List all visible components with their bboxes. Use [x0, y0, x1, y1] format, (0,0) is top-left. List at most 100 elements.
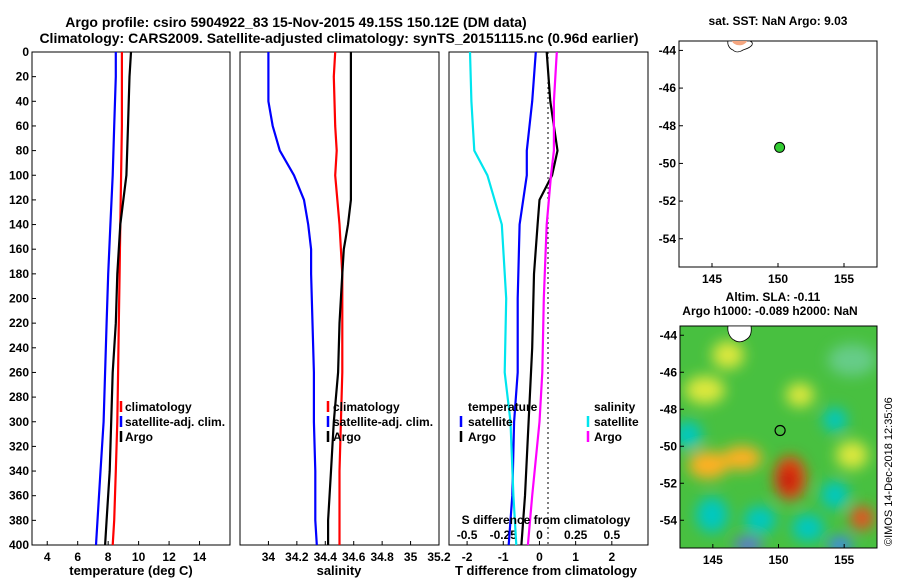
temperature-series [94, 51, 133, 546]
depth-axis: 0 20 40 60 80 100 120 140 160 180 200 220 240 260 280 3… [9, 45, 36, 552]
s-diff-tick-label: 0.25 [564, 528, 588, 542]
x-tick-label: 0 [536, 550, 543, 564]
x-tick-label: 34.2 [285, 550, 309, 564]
x-tick-label: -1 [498, 550, 509, 564]
x-tick-label: 8 [105, 550, 112, 564]
temperature-x-axis: 4 6 8 10 12 14 [44, 541, 207, 564]
x-tick-label: 14 [193, 550, 207, 564]
legend-label-s-satellite: satellite [594, 415, 639, 429]
x-tick-label: 12 [162, 550, 176, 564]
map-x-tick-label: 155 [834, 553, 854, 567]
legend-label-argo: Argo [125, 430, 153, 444]
series-line-climatology [111, 52, 124, 546]
depth-tick-label: 0 [22, 45, 29, 59]
difference-x-axis: -2 -1 0 1 2 -0.5 -0.25 0 0.25 0.5 [457, 528, 621, 564]
series-line-s-argo [526, 51, 558, 546]
depth-tick-label: 160 [9, 242, 29, 256]
difference-x-label: T difference from climatology [455, 563, 638, 578]
depth-tick-label: 280 [9, 390, 29, 404]
sla-blob [792, 514, 824, 542]
s-diff-tick-label: 0.5 [603, 528, 620, 542]
x-tick-label: 34.4 [314, 550, 338, 564]
x-tick-label: 34.6 [342, 550, 366, 564]
depth-tick-label: 340 [9, 464, 29, 478]
series-line-argo [104, 51, 133, 546]
sst-map-frame [678, 40, 878, 268]
s-diff-tick-label: -0.25 [490, 528, 518, 542]
series-line-argo [327, 52, 352, 545]
sla-blob [696, 497, 728, 533]
temperature-x-label: temperature (deg C) [69, 563, 193, 578]
depth-tick-label: 380 [9, 513, 29, 527]
temperature-legend: climatology satellite-adj. clim. Argo [119, 400, 225, 444]
sst-map-axes: 145 150 155 -44 -46 -48 -50 -52 -54 [659, 43, 855, 286]
salinity-series [267, 51, 352, 546]
imos-credit: ©IMOS 14-Dec-2018 12:35:06 [883, 397, 895, 546]
map-y-tick-label: -46 [659, 81, 677, 95]
legend-label-t-argo: Argo [468, 430, 496, 444]
depth-tick-label: 120 [9, 193, 29, 207]
map-y-tick-label: -54 [660, 513, 678, 527]
sla-blob [836, 441, 868, 469]
temperature-panel-frame [31, 51, 231, 546]
sla-blob [712, 341, 744, 369]
sla-map-axes: 145 150 155 -44 -46 -48 -50 -52 -54 [660, 328, 855, 567]
x-tick-label: 1 [572, 550, 579, 564]
depth-tick-label: 180 [9, 267, 29, 281]
depth-tick-label: 40 [16, 94, 30, 108]
sla-blob [688, 451, 728, 479]
depth-tick-label: 80 [16, 144, 30, 158]
sla-coastline-island [727, 325, 752, 343]
sla-blob [680, 421, 702, 449]
series-line-satellite-adj-clim- [267, 52, 318, 546]
x-tick-label: 34.8 [370, 550, 394, 564]
map-x-tick-label: 145 [702, 272, 722, 286]
map-y-tick-label: -44 [659, 43, 677, 57]
sla-map-subtitle: Argo h1000: -0.089 h2000: NaN [682, 304, 857, 318]
depth-tick-label: 400 [9, 538, 29, 552]
s-diff-tick-label: -0.5 [457, 528, 478, 542]
coastline-fill [732, 41, 747, 46]
sla-map-title: Altim. SLA: -0.11 [726, 290, 821, 304]
sla-blob [744, 506, 776, 534]
map-y-tick-label: -54 [659, 232, 677, 246]
s-difference-label: S difference from climatology [462, 513, 631, 527]
map-x-tick-label: 145 [703, 553, 723, 567]
legend-label-climatology: climatology [333, 400, 400, 414]
map-y-tick-label: -50 [659, 156, 677, 170]
sla-heatmap [680, 326, 877, 548]
depth-tick-label: 240 [9, 341, 29, 355]
x-tick-label: 4 [44, 550, 51, 564]
legend-label-satellite-adj: satellite-adj. clim. [125, 415, 225, 429]
map-y-tick-label: -44 [660, 328, 678, 342]
map-y-tick-label: -48 [660, 402, 678, 416]
sla-blob [821, 481, 849, 509]
sla-blob [828, 537, 852, 548]
difference-legend: temperature satellite Argo salinity sate… [459, 400, 639, 444]
series-line-t-argo [520, 51, 559, 546]
s-diff-tick-label: 0 [536, 528, 543, 542]
depth-tick-label: 60 [16, 119, 30, 133]
sla-blob [828, 344, 876, 376]
sla-blob [823, 408, 847, 432]
series-line-s-satellite [468, 51, 518, 546]
depth-tick-label: 260 [9, 365, 29, 379]
map-x-tick-label: 150 [768, 553, 788, 567]
map-y-tick-label: -50 [660, 439, 678, 453]
argo-float-marker [774, 424, 786, 437]
salinity-x-label: salinity [317, 563, 363, 578]
legend-label-s-argo: Argo [594, 430, 622, 444]
sla-blob [786, 383, 814, 407]
map-y-tick-label: -52 [659, 194, 677, 208]
salinity-legend: climatology satellite-adj. clim. Argo [326, 400, 433, 444]
map-x-tick-label: 150 [768, 272, 788, 286]
salinity-x-axis: 34 34.2 34.4 34.6 34.8 35 35.2 [262, 541, 451, 564]
depth-tick-label: 300 [9, 415, 29, 429]
x-tick-label: -2 [462, 550, 473, 564]
figure-title-line2: Climatology: CARS2009. Satellite-adjuste… [39, 30, 638, 46]
x-tick-label: 35.2 [427, 550, 451, 564]
x-tick-label: 2 [608, 550, 615, 564]
legend-label-t-satellite: satellite [468, 415, 513, 429]
